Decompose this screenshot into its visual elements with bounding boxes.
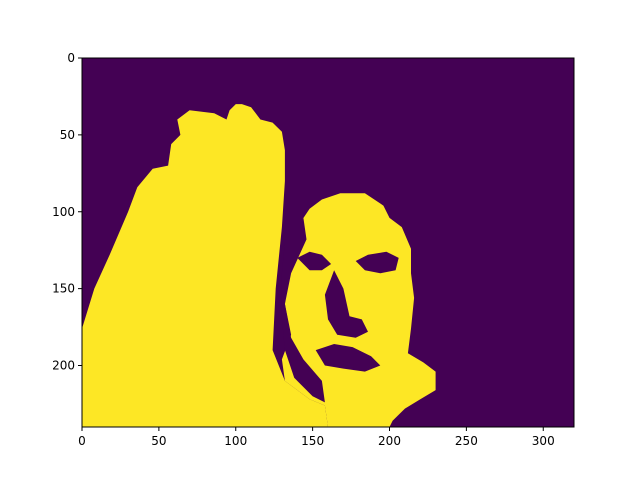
x-tick-label: 200 xyxy=(378,434,401,448)
x-axis: 0 50 100 150 200 250 300 xyxy=(78,427,555,448)
x-tick-label: 50 xyxy=(151,434,166,448)
y-tick-label: 50 xyxy=(60,128,75,142)
heatmap-feature-right-eye xyxy=(355,251,399,274)
heatmap-feature-face-left-shadow xyxy=(281,217,325,403)
axes-frame xyxy=(81,57,575,428)
x-tick-label: 150 xyxy=(301,434,324,448)
x-tick-label: 0 xyxy=(78,434,86,448)
y-tick-label: 200 xyxy=(52,359,75,373)
heatmap-image xyxy=(82,58,574,427)
heatmap-region-face xyxy=(281,193,436,427)
y-axis: 0 50 100 150 200 xyxy=(52,51,82,373)
x-tick-label: 300 xyxy=(532,434,555,448)
heatmap-feature-mouth xyxy=(315,344,381,372)
heatmap-feature-left-eye xyxy=(297,251,332,271)
heatmap-feature-nose-shadow xyxy=(324,270,368,338)
y-tick-label: 100 xyxy=(52,205,75,219)
x-tick-label: 250 xyxy=(455,434,478,448)
heatmap-region-hand xyxy=(82,104,328,427)
y-tick-label: 150 xyxy=(52,282,75,296)
y-tick-label: 0 xyxy=(67,51,75,65)
x-tick-label: 100 xyxy=(224,434,247,448)
